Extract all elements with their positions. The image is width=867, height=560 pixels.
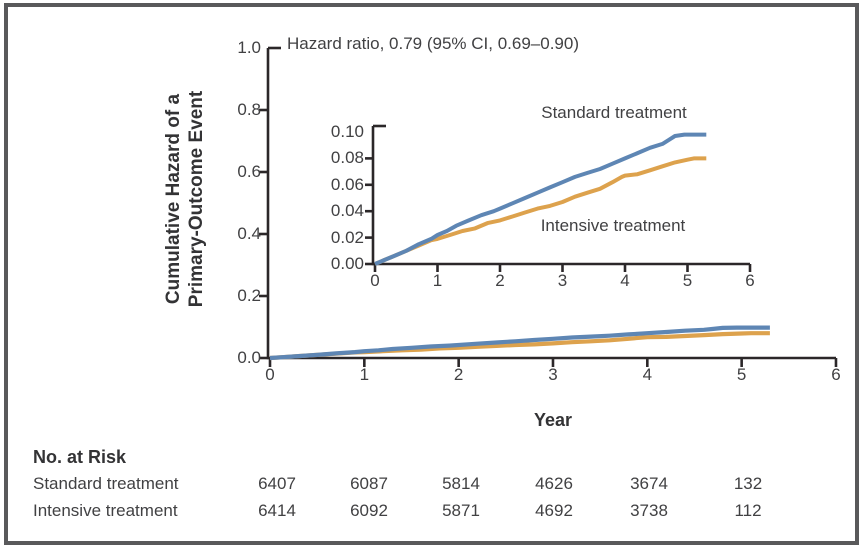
risk-value: 3674	[630, 474, 668, 493]
inset-series-line-intensive	[374, 156, 707, 266]
main-x-tick-label: 0	[265, 365, 275, 384]
main-y-tick-label: 0.8	[237, 100, 261, 119]
risk-value: 4692	[535, 501, 573, 520]
inset-y-tick-label: 0.08	[330, 148, 364, 168]
main-y-tick-label: 0.6	[237, 162, 261, 181]
risk-value: 6087	[350, 474, 388, 493]
series-label-intensive: Intensive treatment	[540, 216, 686, 235]
risk-row-label: Standard treatment	[33, 474, 179, 493]
risk-value: 4626	[535, 474, 573, 493]
main-y-tick-label: 0.4	[237, 224, 261, 243]
inset-x-tick-label: 3	[557, 271, 568, 290]
inset-x-tick-label: 6	[745, 271, 755, 290]
main-y-tick-label: 0.0	[237, 348, 261, 367]
main-x-tick-label: 1	[359, 365, 370, 384]
main-y-tick-label: 0.2	[237, 286, 261, 305]
main-series-line-standard	[269, 325, 770, 361]
x-axis-title: Year	[533, 410, 573, 430]
main-y-tick-label: 1.0	[237, 38, 261, 57]
inset-series-line-standard	[374, 132, 707, 266]
risk-value: 5814	[442, 474, 480, 493]
inset-y-tick-label: 0.04	[330, 201, 364, 221]
inset-x-tick-label: 0	[370, 271, 380, 290]
inset-y-tick-label: 0.06	[330, 174, 364, 194]
y-axis-title-line1: Cumulative Hazard of a	[163, 93, 185, 305]
y-axis-title-line2: Primary-Outcome Event	[186, 90, 207, 308]
series-label-standard: Standard treatment	[541, 103, 687, 122]
risk-value: 132	[733, 474, 763, 493]
inset-y-tick-label: 0.00	[330, 254, 364, 273]
risk-table-title: No. at Risk	[33, 447, 127, 467]
risk-value: 3738	[630, 501, 668, 520]
inset-x-tick-label: 4	[620, 271, 630, 290]
y-axis-title: Cumulative Hazard of a Primary-Outcome E…	[163, 91, 209, 307]
inset-x-tick-label: 2	[495, 271, 505, 290]
main-x-tick-label: 3	[548, 365, 558, 384]
inset-y-tick-label: 0.02	[330, 227, 364, 247]
risk-value: 5871	[442, 501, 480, 520]
main-x-tick-label: 4	[642, 365, 653, 384]
risk-value: 112	[734, 501, 762, 520]
risk-value: 6092	[350, 501, 388, 520]
risk-value: 6414	[258, 501, 296, 520]
main-x-tick-label: 5	[736, 365, 747, 384]
figure-frame	[4, 3, 859, 545]
risk-row-label: Intensive treatment	[33, 501, 178, 520]
risk-value: 6407	[258, 474, 296, 493]
hazard-ratio-annotation: Hazard ratio, 0.79 (95% CI, 0.69–0.90)	[287, 34, 579, 53]
inset-y-tick-label: 0.10	[330, 122, 364, 141]
main-x-tick-label: 6	[831, 365, 841, 384]
inset-x-tick-label: 1	[432, 271, 443, 290]
main-x-tick-label: 2	[453, 365, 464, 384]
inset-x-tick-label: 5	[682, 271, 693, 290]
